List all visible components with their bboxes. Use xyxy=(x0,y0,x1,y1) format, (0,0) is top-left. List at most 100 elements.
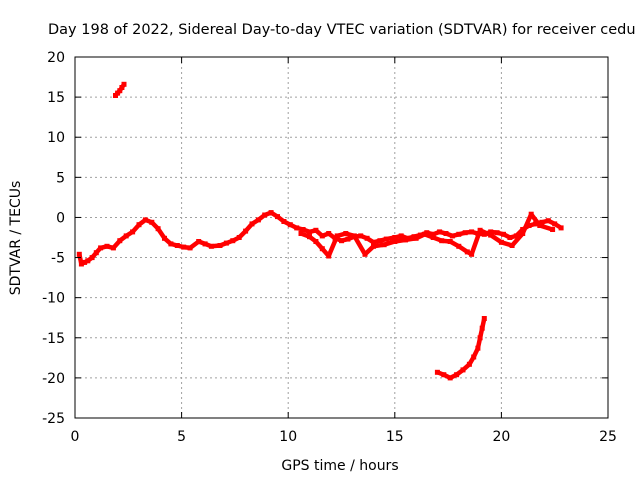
y-tick-label: 0 xyxy=(56,210,65,226)
y-tick-label: -10 xyxy=(42,291,65,307)
data-point xyxy=(364,235,370,241)
x-tick-label: 25 xyxy=(599,429,617,445)
data-point xyxy=(460,367,466,373)
data-point xyxy=(533,221,538,227)
data-point xyxy=(313,239,319,244)
data-point xyxy=(117,88,123,94)
data-point xyxy=(300,227,306,232)
data-point xyxy=(89,255,95,261)
chart-title: Day 198 of 2022, Sidereal Day-to-day VTE… xyxy=(48,22,636,38)
data-point xyxy=(345,236,351,242)
data-point xyxy=(371,239,376,245)
x-tick-label: 10 xyxy=(279,429,297,445)
data-point xyxy=(481,316,487,321)
data-point xyxy=(339,238,344,244)
data-point xyxy=(123,233,129,239)
data-point xyxy=(187,245,193,251)
data-point xyxy=(230,238,236,244)
data-point xyxy=(362,251,368,257)
data-point xyxy=(501,231,506,237)
data-point xyxy=(477,227,483,233)
data-point xyxy=(422,231,428,237)
data-point xyxy=(464,249,470,255)
data-point xyxy=(488,232,494,238)
data-point xyxy=(162,235,167,241)
data-point xyxy=(449,233,455,239)
data-point xyxy=(76,251,82,257)
data-point xyxy=(82,259,88,265)
data-point xyxy=(136,222,142,228)
y-tick-label: 5 xyxy=(56,170,65,186)
y-tick-label: 20 xyxy=(47,50,65,66)
data-point xyxy=(121,81,127,87)
data-point xyxy=(168,241,174,247)
data-point xyxy=(447,375,453,381)
data-point xyxy=(268,210,274,216)
data-point xyxy=(437,229,443,235)
data-point xyxy=(307,234,312,240)
y-tick-label: -25 xyxy=(42,411,65,427)
data-point xyxy=(294,225,300,231)
y-axis-title: SDTVAR / TECUs xyxy=(8,181,24,296)
data-point xyxy=(208,243,214,249)
data-point xyxy=(326,231,332,236)
x-tick-label: 20 xyxy=(492,429,510,445)
data-point xyxy=(434,369,440,375)
data-point xyxy=(334,233,340,239)
data-point xyxy=(403,237,408,243)
data-point xyxy=(298,231,304,236)
data-point xyxy=(262,212,268,218)
data-point xyxy=(223,240,229,246)
data-point xyxy=(520,231,526,236)
data-point xyxy=(488,229,494,235)
data-point xyxy=(466,361,472,367)
data-point xyxy=(552,221,558,227)
data-point xyxy=(117,238,123,244)
data-point xyxy=(249,221,255,227)
data-point xyxy=(507,235,513,240)
data-point xyxy=(255,217,261,223)
data-point xyxy=(456,243,462,249)
data-point xyxy=(430,235,436,240)
data-point xyxy=(196,239,202,244)
data-point xyxy=(430,231,436,237)
data-point xyxy=(439,238,445,244)
data-point xyxy=(509,243,515,248)
data-point xyxy=(326,253,332,259)
data-point xyxy=(85,258,91,264)
data-point xyxy=(392,239,398,244)
data-point xyxy=(181,244,187,250)
data-point xyxy=(498,239,504,245)
y-tick-label: -15 xyxy=(42,331,65,347)
y-tick-label: -5 xyxy=(51,251,65,267)
data-traces xyxy=(76,81,564,381)
data-point xyxy=(377,238,383,244)
data-point xyxy=(479,325,485,331)
x-tick-label: 5 xyxy=(177,429,186,445)
plot-frame xyxy=(74,56,609,419)
data-point xyxy=(149,219,155,225)
data-point xyxy=(236,235,242,240)
data-point xyxy=(130,229,136,235)
data-point xyxy=(119,85,125,90)
data-point xyxy=(287,222,293,228)
y-tick-label: 15 xyxy=(47,90,65,106)
data-point xyxy=(371,243,376,249)
data-point xyxy=(174,243,180,248)
data-point xyxy=(462,230,468,236)
data-point xyxy=(413,235,419,241)
data-point xyxy=(381,242,387,248)
data-point xyxy=(78,261,84,267)
data-point xyxy=(281,219,287,224)
data-point xyxy=(243,228,249,234)
data-point xyxy=(351,233,357,239)
data-point xyxy=(494,230,500,236)
data-point xyxy=(383,236,389,242)
data-point xyxy=(469,229,475,235)
data-point xyxy=(469,251,475,257)
data-point xyxy=(443,231,449,236)
data-point xyxy=(104,243,110,249)
data-point xyxy=(545,218,551,224)
data-point xyxy=(477,335,483,341)
